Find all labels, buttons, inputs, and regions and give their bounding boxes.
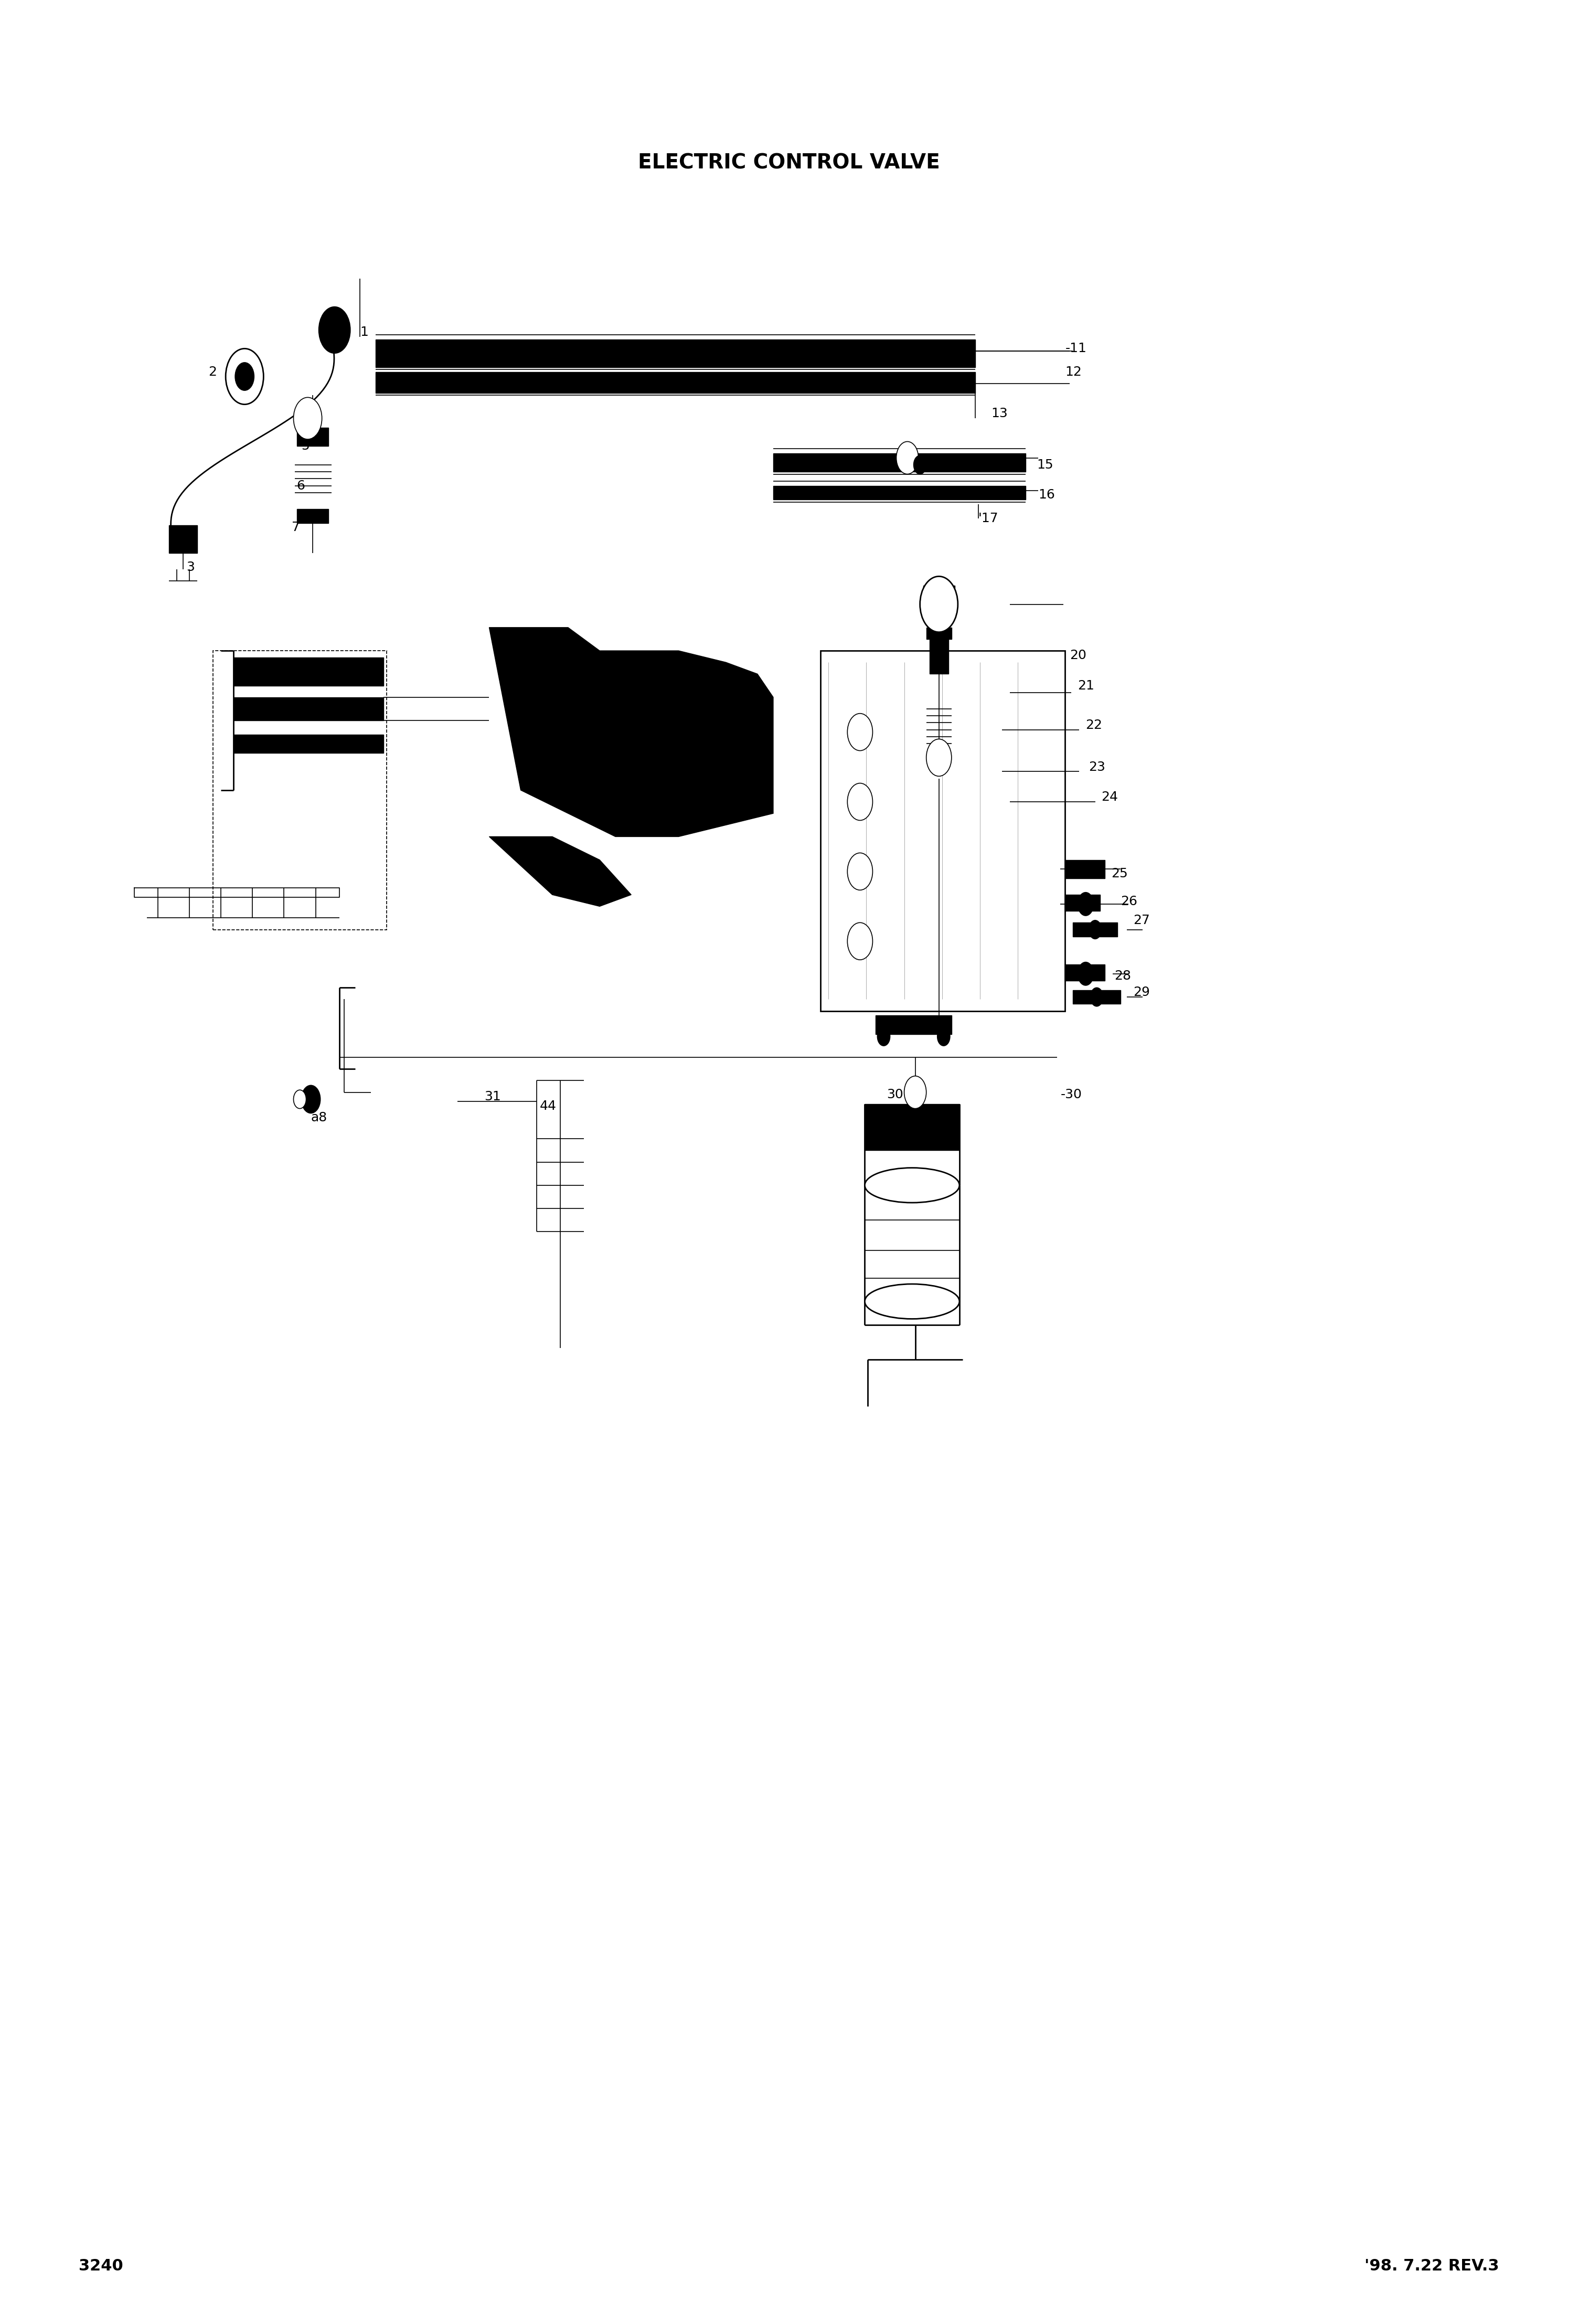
Text: 22: 22 [1086,718,1103,732]
Text: 14: 14 [925,453,942,467]
Text: 3: 3 [186,560,194,574]
Text: -30: -30 [1060,1088,1083,1102]
Text: 27: 27 [1133,913,1150,927]
Circle shape [906,1113,925,1141]
Circle shape [235,363,254,390]
Bar [773,453,1026,472]
Circle shape [920,576,958,632]
Bar [213,651,387,930]
Text: 28: 28 [1114,969,1131,983]
Text: 12: 12 [1065,365,1083,379]
Bar [876,1016,952,1034]
Bar [865,1104,959,1150]
Circle shape [1089,920,1101,939]
Text: 16: 16 [1038,488,1056,502]
Circle shape [294,1090,306,1109]
Bar [376,339,975,367]
Circle shape [847,923,873,960]
Ellipse shape [865,1283,959,1320]
Polygon shape [489,627,773,837]
Circle shape [914,456,926,474]
Bar [376,372,975,393]
Text: 6: 6 [297,479,305,493]
Circle shape [294,397,322,439]
Circle shape [319,307,350,353]
Bar [169,525,197,553]
Bar [1065,860,1105,878]
Circle shape [904,1076,926,1109]
Text: 1: 1 [360,325,368,339]
Ellipse shape [865,1167,959,1204]
Bar [929,639,948,674]
Text: 8: 8 [560,342,568,356]
Text: 31: 31 [484,1090,502,1104]
Text: 15: 15 [1037,458,1054,472]
Bar [923,586,955,600]
Text: 4: 4 [305,407,312,421]
Circle shape [847,713,873,751]
Bar [1073,923,1117,937]
Bar [234,658,383,686]
Text: 26: 26 [1120,895,1138,909]
Circle shape [896,442,918,474]
Text: 5: 5 [301,439,309,453]
Text: a8: a8 [311,1111,327,1125]
Bar [1065,964,1105,981]
Circle shape [937,1027,950,1046]
Text: 13: 13 [991,407,1008,421]
Circle shape [847,853,873,890]
Text: 19: 19 [691,767,709,781]
Bar [821,651,1065,1011]
Circle shape [1078,892,1094,916]
Bar [1065,895,1100,911]
Bar [926,627,952,639]
Text: 3240: 3240 [79,2259,123,2273]
Circle shape [301,1085,320,1113]
Bar [297,428,328,446]
Circle shape [847,783,873,820]
Circle shape [877,1027,890,1046]
Bar [234,734,383,753]
Text: 7: 7 [292,521,300,535]
Text: 24: 24 [1101,790,1119,804]
Text: 25: 25 [1111,867,1128,881]
Circle shape [1078,962,1094,985]
Bar [234,697,383,720]
Circle shape [926,739,952,776]
Bar [773,486,1026,500]
Text: 29: 29 [1133,985,1150,999]
Text: 23: 23 [1089,760,1106,774]
Text: 20: 20 [1070,648,1087,662]
Text: 18: 18 [644,755,661,769]
Text: 44: 44 [540,1099,557,1113]
Circle shape [226,349,264,404]
Circle shape [1090,988,1103,1006]
Text: '17: '17 [978,511,999,525]
Text: 2: 2 [208,365,216,379]
Text: '98. 7.22 REV.3: '98. 7.22 REV.3 [1365,2259,1499,2273]
Text: -11: -11 [1065,342,1087,356]
Bar [297,509,328,523]
Polygon shape [489,837,631,906]
Bar [1073,990,1120,1004]
Text: 21: 21 [1078,679,1095,693]
Text: 30: 30 [887,1088,904,1102]
Text: ELECTRIC CONTROL VALVE: ELECTRIC CONTROL VALVE [638,153,940,172]
